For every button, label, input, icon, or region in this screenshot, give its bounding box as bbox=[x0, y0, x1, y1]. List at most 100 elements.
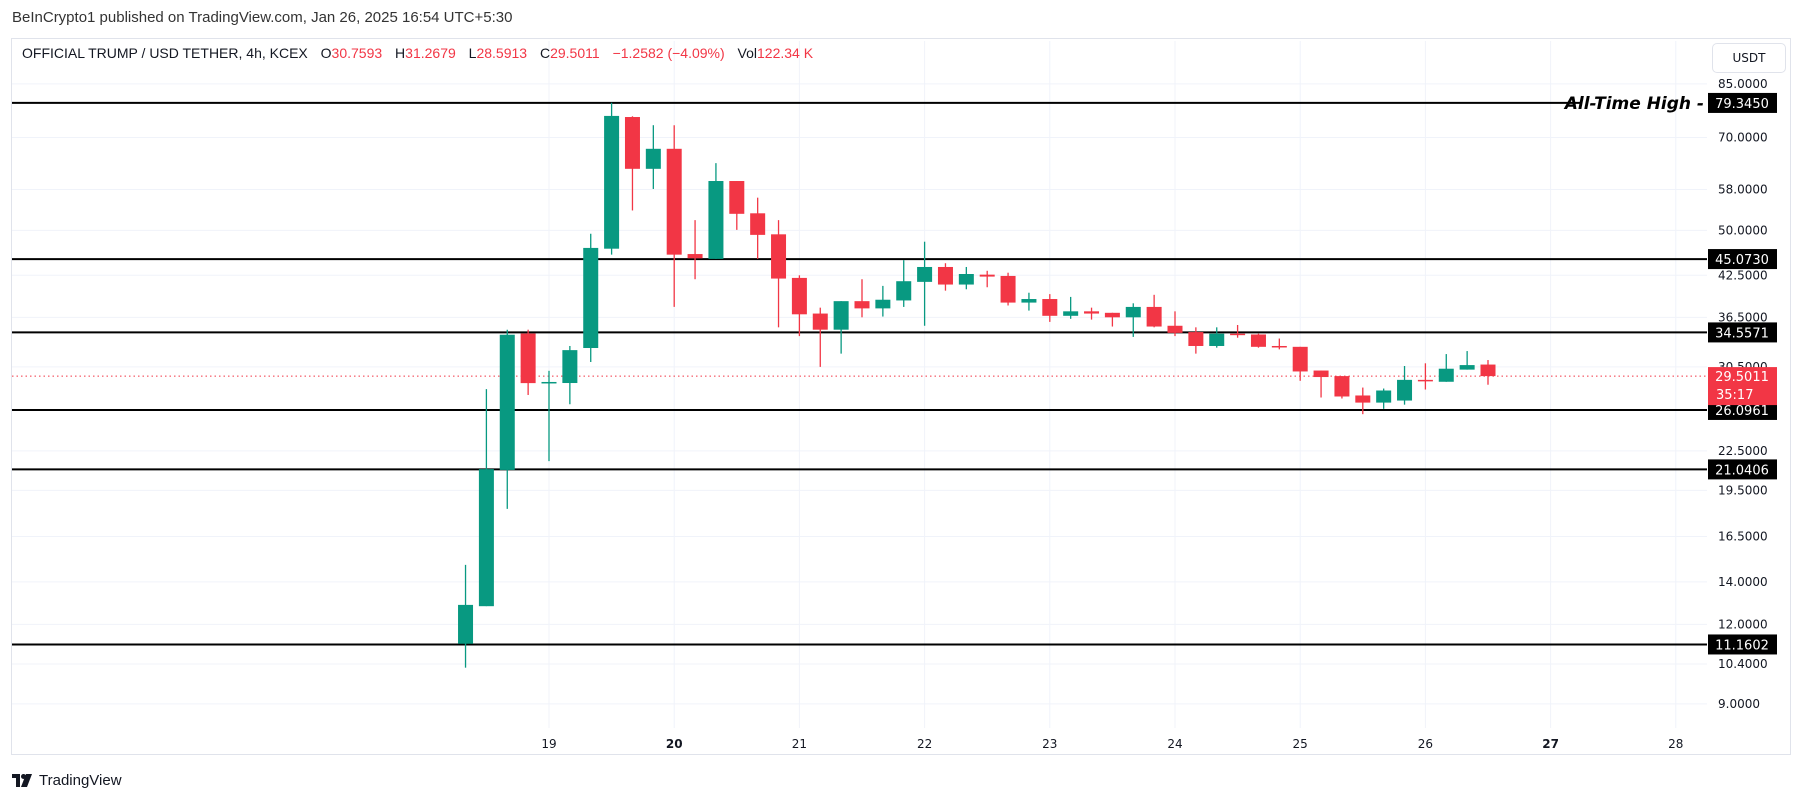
candle-body bbox=[1417, 379, 1433, 382]
price-tick-label: 19.5000 bbox=[1718, 483, 1768, 497]
candle-down bbox=[791, 275, 807, 337]
candle-body bbox=[1480, 364, 1496, 377]
candle-body bbox=[708, 181, 724, 259]
time-tick-label: 26 bbox=[1418, 737, 1433, 751]
candle-down bbox=[1313, 370, 1329, 398]
candle-body bbox=[1334, 376, 1350, 397]
candle-body bbox=[1230, 333, 1246, 336]
candle-body bbox=[458, 604, 474, 644]
candle-down bbox=[1271, 338, 1287, 350]
candle-body bbox=[771, 234, 787, 279]
level-price-label-bg bbox=[1708, 249, 1777, 270]
price-tick-label: 10.4000 bbox=[1718, 657, 1768, 671]
price-tick-label: 42.5000 bbox=[1718, 268, 1768, 282]
all-time-high-annotation: All-Time High - bbox=[1563, 94, 1704, 114]
candle-down bbox=[1417, 363, 1433, 390]
candle-body bbox=[687, 254, 703, 259]
horizontal-levels: All-Time High - bbox=[12, 94, 1707, 646]
price-tick-label: 9.0000 bbox=[1718, 697, 1760, 711]
candle-up bbox=[1021, 292, 1037, 311]
high-label: H bbox=[395, 45, 406, 61]
price-tick-label: 70.0000 bbox=[1718, 131, 1768, 145]
ohlc-legend: OFFICIAL TRUMP / USD TETHER, 4h, KCEX O3… bbox=[22, 45, 813, 61]
candle-body bbox=[1209, 333, 1225, 346]
level-price-label-bg bbox=[1708, 459, 1777, 480]
time-tick-label: 24 bbox=[1167, 737, 1182, 751]
candle-body bbox=[541, 381, 557, 384]
candle-body bbox=[1146, 306, 1162, 327]
currency-button[interactable]: USDT bbox=[1712, 43, 1786, 73]
price-tick-label: 36.5000 bbox=[1718, 310, 1768, 324]
time-tick-label: 27 bbox=[1542, 737, 1559, 751]
price-tick-label: 12.0000 bbox=[1718, 617, 1768, 631]
candle-down bbox=[812, 307, 828, 367]
level-price-label-bg bbox=[1708, 322, 1777, 343]
candle-down bbox=[1104, 312, 1120, 327]
price-tick-label: 14.0000 bbox=[1718, 575, 1768, 589]
candle-down bbox=[854, 279, 870, 318]
tradingview-brand: TradingView bbox=[39, 772, 122, 789]
time-tick-label: 23 bbox=[1042, 737, 1057, 751]
candle-up bbox=[604, 102, 620, 255]
candle-body bbox=[1104, 312, 1120, 318]
candle-down bbox=[771, 220, 787, 328]
candle-down bbox=[666, 125, 682, 307]
candle-down bbox=[520, 329, 536, 395]
candle-body bbox=[1355, 395, 1371, 403]
candle-down bbox=[1250, 333, 1266, 348]
candle-body bbox=[958, 274, 974, 285]
candle-body bbox=[854, 301, 870, 309]
candle-body bbox=[750, 213, 766, 235]
close-value: 29.5011 bbox=[550, 45, 600, 61]
candle-body bbox=[875, 299, 891, 309]
candle-up bbox=[1209, 327, 1225, 348]
candle-body bbox=[520, 333, 536, 384]
candle-body bbox=[1250, 334, 1266, 347]
time-axis: 19 20 21 22 23 24 25 26 27 28 bbox=[541, 737, 1683, 751]
candle-up bbox=[958, 266, 974, 290]
candle-up bbox=[917, 241, 933, 326]
price-tick-label: 58.0000 bbox=[1718, 182, 1768, 196]
level-price-label: 79.3450 bbox=[1715, 97, 1769, 112]
low-label: L bbox=[468, 45, 477, 61]
candle-up bbox=[833, 301, 849, 354]
price-tick-label: 16.5000 bbox=[1718, 530, 1768, 544]
tradingview-logo-icon bbox=[12, 774, 32, 787]
candle-body bbox=[1021, 299, 1037, 303]
time-tick-label: 28 bbox=[1668, 737, 1683, 751]
bar-countdown-label: 35:17 bbox=[1716, 388, 1753, 403]
candle-body bbox=[1167, 325, 1183, 333]
tradingview-logo[interactable]: TradingView bbox=[12, 772, 122, 789]
time-tick-label: 21 bbox=[792, 737, 807, 751]
candle-body bbox=[1397, 379, 1413, 401]
low-value: 28.5913 bbox=[476, 45, 528, 61]
candle-down bbox=[729, 181, 745, 230]
candle-body bbox=[1438, 368, 1454, 382]
candle-body bbox=[562, 350, 578, 384]
time-tick-label: 22 bbox=[917, 737, 932, 751]
level-price-label-bg bbox=[1708, 92, 1777, 113]
level-price-label: 26.0961 bbox=[1715, 404, 1769, 419]
candle-body bbox=[1313, 370, 1329, 378]
symbol-title[interactable]: OFFICIAL TRUMP / USD TETHER, 4h, KCEX bbox=[22, 45, 308, 61]
volume-value: 122.34 K bbox=[757, 45, 814, 61]
volume-label: Vol bbox=[737, 45, 758, 61]
last-price-label-bg bbox=[1708, 367, 1777, 406]
candle-body bbox=[624, 117, 640, 169]
publish-info: BeInCrypto1 published on TradingView.com… bbox=[12, 9, 513, 26]
level-price-label: 11.1602 bbox=[1715, 638, 1769, 653]
candle-body bbox=[1042, 299, 1058, 316]
candle-body bbox=[1063, 311, 1079, 316]
candle-up bbox=[875, 285, 891, 317]
candle-body bbox=[979, 274, 995, 277]
candle-up bbox=[562, 345, 578, 405]
candle-down bbox=[1480, 360, 1496, 385]
candle-down bbox=[1042, 294, 1058, 322]
open-label: O bbox=[320, 45, 332, 61]
candle-down bbox=[687, 220, 703, 280]
candle-body bbox=[812, 313, 828, 330]
time-tick-label: 19 bbox=[541, 737, 556, 751]
candle-body bbox=[1000, 275, 1016, 303]
last-price-label: 29.5011 bbox=[1715, 370, 1769, 385]
